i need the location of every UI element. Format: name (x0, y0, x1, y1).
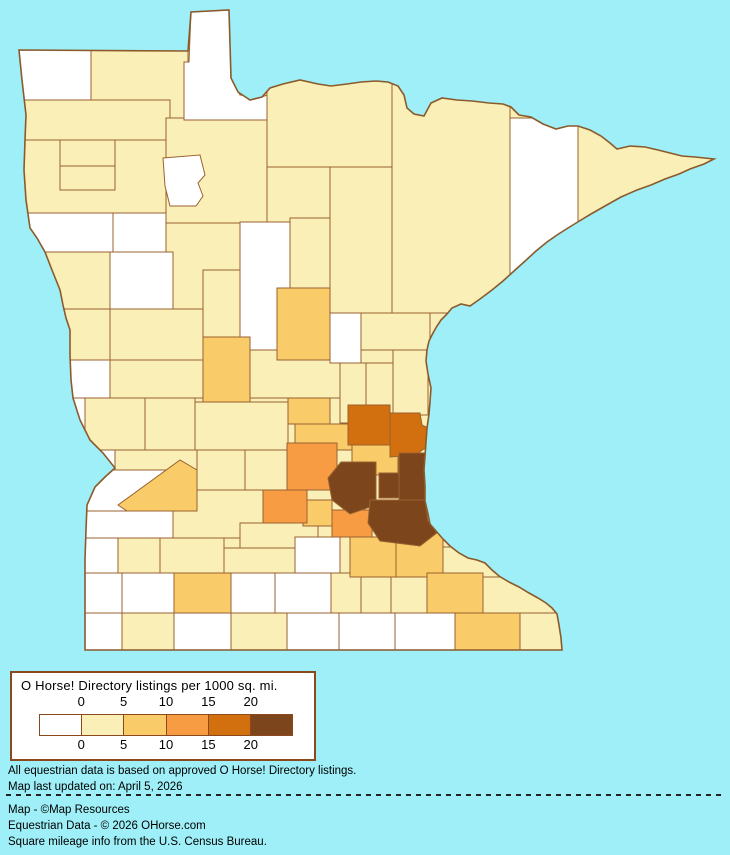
legend-swatch-none (40, 715, 82, 735)
county-todd (202, 336, 251, 403)
legend-swatch-highest (249, 715, 293, 735)
county-otter-tail (109, 308, 204, 361)
county-grant (59, 359, 111, 399)
county-red-lake-county (59, 165, 116, 191)
county-aitkin (329, 312, 362, 364)
county-martin (230, 612, 288, 650)
credit-map: Map - ©Map Resources (8, 804, 130, 816)
county-waseca (330, 572, 362, 614)
county-murray (121, 572, 175, 614)
county-cook (577, 117, 714, 241)
legend-tick-label: 5 (119, 694, 128, 709)
county-watonwan (230, 572, 276, 614)
legend-tick-label: 20 (243, 694, 258, 709)
legend-tick-label: 15 (201, 737, 216, 752)
county-crow-wing (276, 287, 331, 361)
county-steele (360, 572, 392, 614)
county-becker (109, 251, 174, 310)
county-fillmore (454, 612, 521, 650)
county-koochiching (266, 61, 393, 168)
footnote-updated: Map last updated on: April 5, 2026 (8, 781, 183, 793)
county-marshall (19, 99, 171, 141)
legend-tick-label: 15 (201, 694, 216, 709)
legend-tick-label: 0 (77, 737, 85, 752)
county-douglas (109, 359, 204, 399)
county-stearns (194, 401, 289, 451)
county-traverse (49, 397, 86, 451)
legend-tick-label: 0 (77, 694, 85, 709)
legend-swatch-low (81, 715, 124, 735)
county-wilkin (19, 308, 111, 361)
county-benton (287, 397, 331, 425)
county-scott (331, 509, 373, 538)
legend-color-ramp (39, 714, 293, 736)
county-pipestone (84, 572, 123, 614)
county-le-sueur (294, 536, 341, 574)
county-chippewa (117, 459, 198, 512)
legend-box: O Horse! Directory listings per 1000 sq.… (10, 671, 316, 761)
credit-equestrian-data: Equestrian Data - © 2026 OHorse.com (8, 820, 206, 832)
legend-swatch-medium_low (123, 715, 166, 735)
county-faribault (286, 612, 340, 650)
county-meeker (244, 449, 288, 491)
county-rice (349, 536, 397, 578)
county-mahnomen (112, 212, 167, 253)
legend-swatch-medium (165, 715, 208, 735)
county-itasca (329, 166, 393, 314)
county-brown-county (223, 547, 296, 574)
county-lake-county (509, 117, 579, 309)
county-rock (84, 612, 123, 650)
county-jackson (173, 612, 232, 650)
county-lyon (117, 537, 161, 574)
county-pope (144, 397, 196, 451)
legend-ticks-bottom: 0 5 10 15 20 (60, 737, 272, 752)
separator-dashed-line (6, 794, 725, 796)
county-cass (289, 217, 331, 289)
legend-tick-label: 10 (158, 737, 174, 752)
county-olmsted (426, 572, 484, 614)
legend-tick-label: 10 (158, 694, 174, 709)
county-stevens (84, 397, 146, 451)
county-lake-of-the-woods (183, 10, 268, 121)
county-red-lakes (162, 154, 206, 207)
county-mcleod (262, 489, 308, 524)
legend-ticks-top: 0 5 10 15 20 (60, 694, 272, 709)
county-clay (19, 251, 111, 310)
county-pine (392, 349, 429, 416)
county-dakota (367, 499, 439, 547)
county-redwood (159, 537, 225, 574)
county-wadena (202, 269, 241, 338)
county-houston (519, 612, 563, 650)
county-mower (394, 612, 456, 650)
county-freeborn (338, 612, 396, 650)
county-cottonwood (173, 572, 232, 614)
county-winona (482, 572, 561, 614)
county-st-louis (391, 81, 511, 314)
legend-tick-label: 5 (119, 737, 128, 752)
county-carlton (360, 312, 431, 351)
county-kittson (19, 47, 92, 101)
county-yellow-medicine (84, 510, 174, 539)
county-nobles (121, 612, 175, 650)
legend-title: O Horse! Directory listings per 1000 sq.… (21, 678, 278, 693)
legend-swatch-high (207, 715, 250, 735)
county-isanti (347, 404, 391, 446)
county-pennington (59, 139, 116, 167)
legend-tick-label: 20 (243, 737, 258, 752)
credit-square-mileage: Square mileage info from the U.S. Census… (8, 836, 267, 848)
county-dodge (390, 572, 428, 614)
footnote-data-source: All equestrian data is based on approved… (8, 765, 357, 777)
county-blue-earth (274, 572, 332, 614)
